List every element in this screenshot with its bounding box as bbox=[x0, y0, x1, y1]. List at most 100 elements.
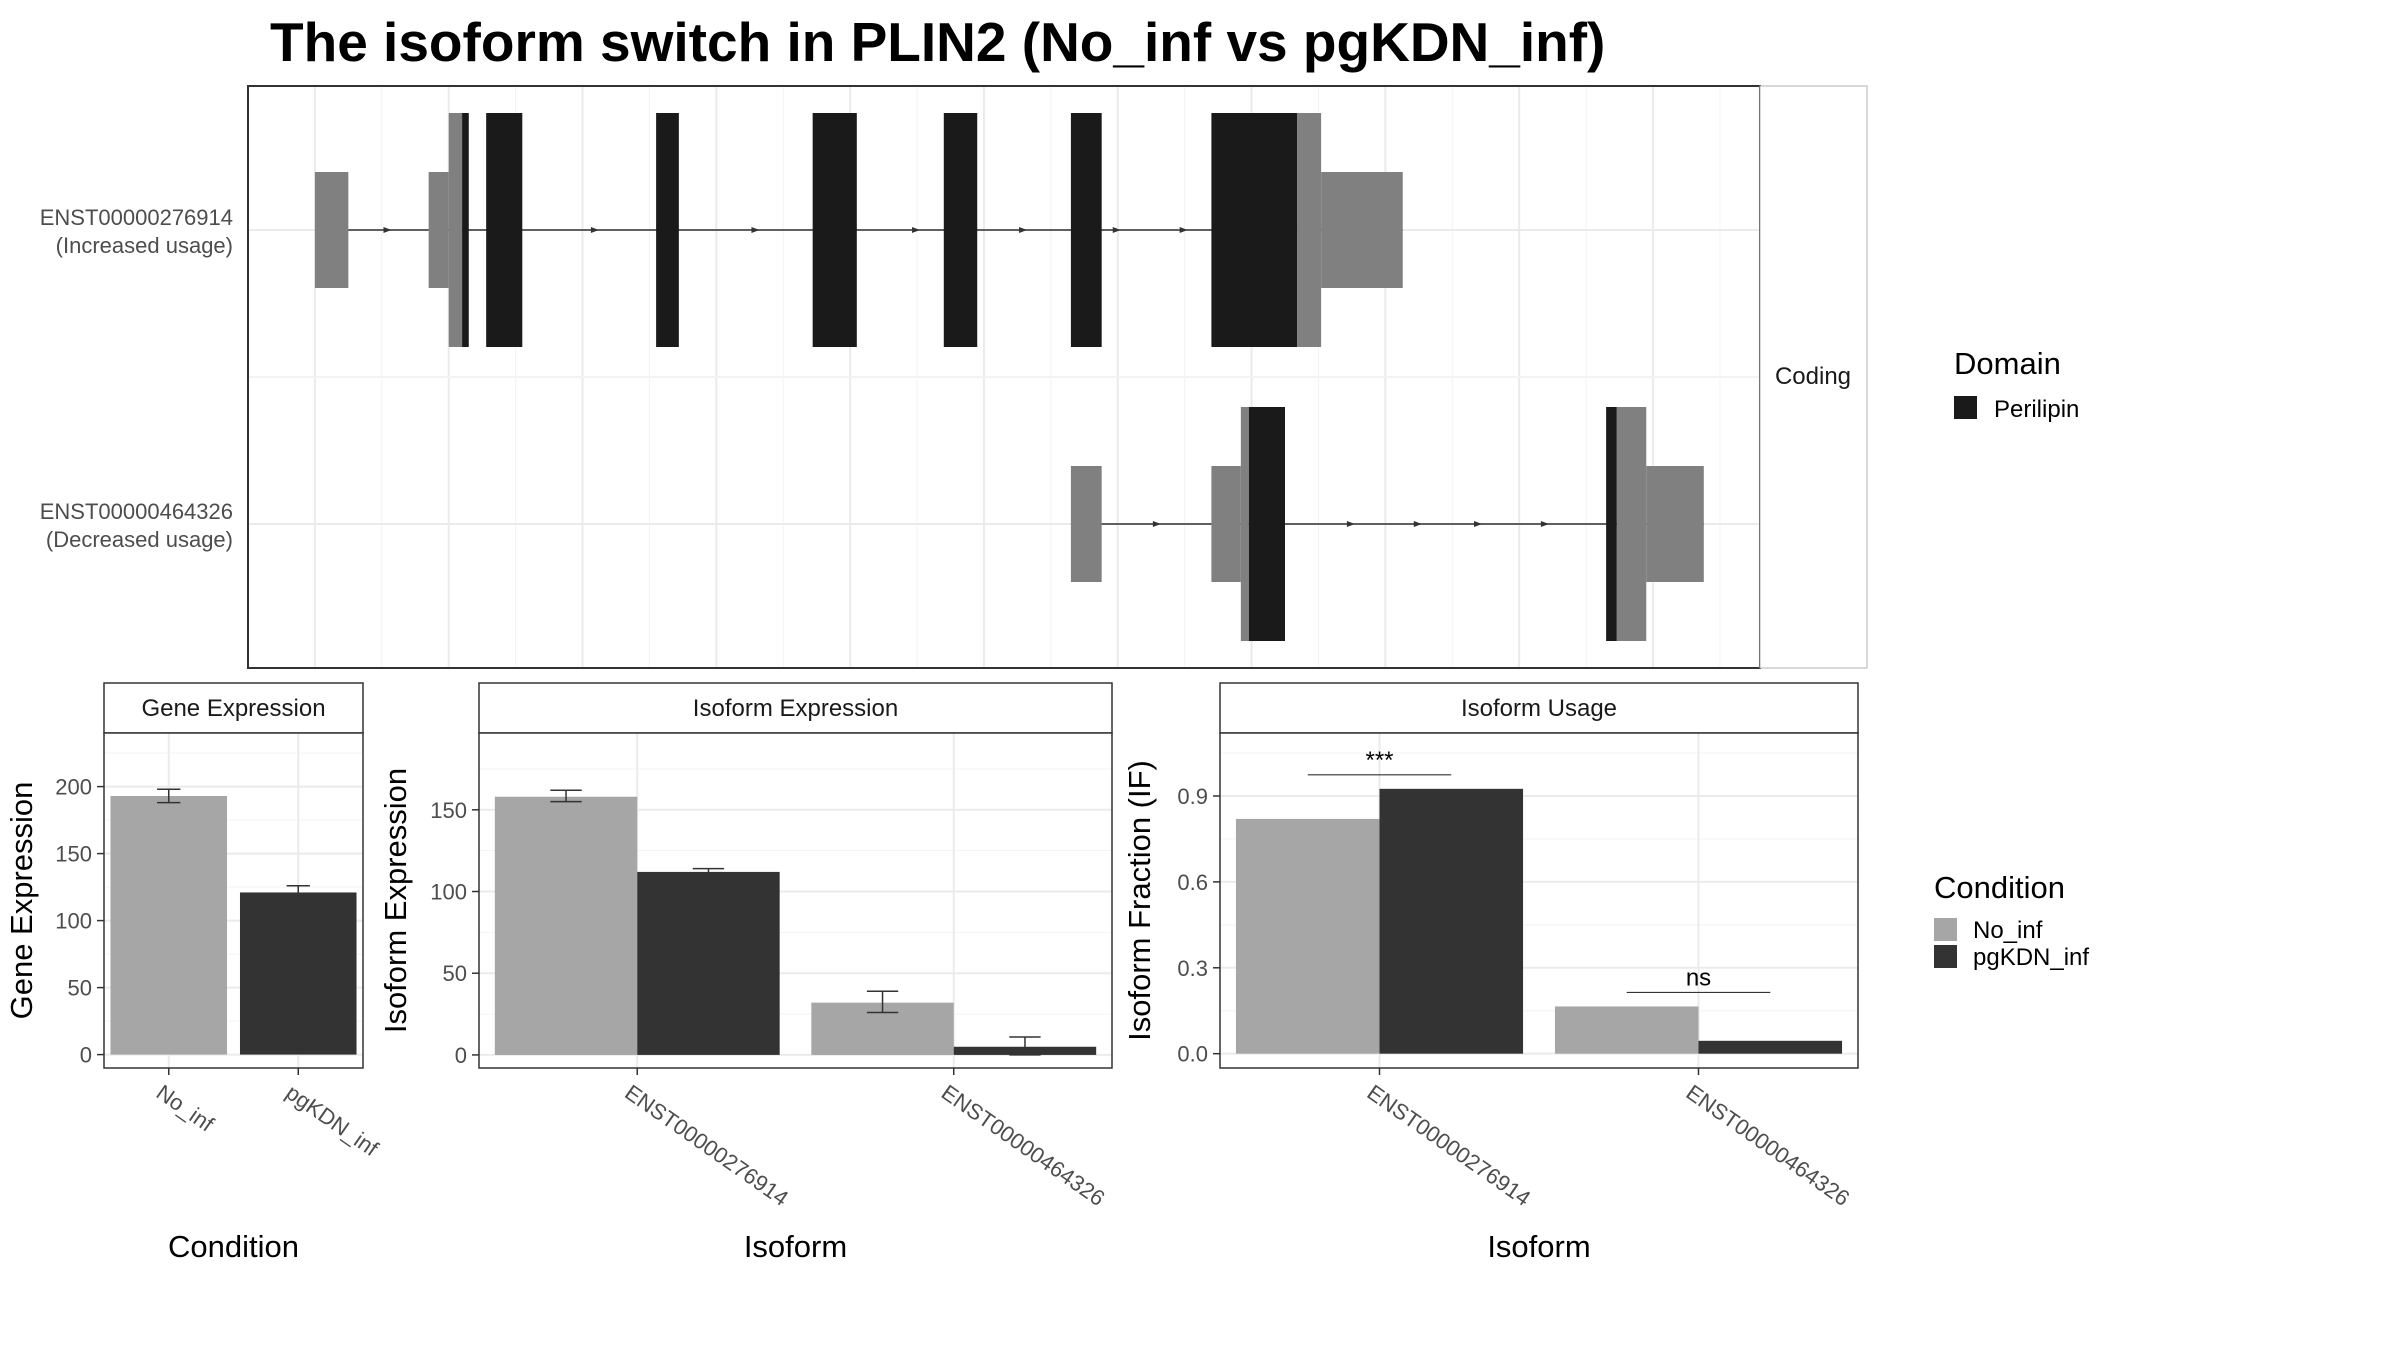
isoform-usage-panel: Isoform Usage 0.0 0.3 0.6 0.9 *** ENST00000276… bbox=[1122, 682, 1859, 1264]
x-tick-label: ENST00000276914 bbox=[1363, 1080, 1536, 1211]
isoform-label-id: ENST00000276914 bbox=[40, 205, 233, 230]
bar bbox=[110, 795, 228, 1055]
perilipin-domain-block bbox=[462, 113, 469, 347]
perilipin-domain-block bbox=[1211, 113, 1298, 347]
y-tick-label: 150 bbox=[55, 842, 92, 867]
panel-strip-label: Isoform Expression bbox=[693, 695, 898, 722]
y-tick-label: 200 bbox=[55, 775, 92, 800]
panel-border bbox=[478, 732, 1113, 1069]
error-bar bbox=[1009, 1036, 1041, 1056]
panel-border bbox=[1219, 732, 1859, 1069]
perilipin-domain-block bbox=[943, 113, 978, 347]
direction-arrow bbox=[912, 227, 921, 233]
x-axis-title: Condition bbox=[168, 1229, 299, 1264]
figure-title: The isoform switch in PLIN2 (No_inf vs p… bbox=[270, 11, 1605, 73]
direction-arrow bbox=[590, 227, 599, 233]
y-tick-label: 50 bbox=[68, 976, 92, 1001]
coding-block bbox=[1616, 407, 1647, 641]
utr-block bbox=[314, 172, 349, 288]
x-tick-label: ENST00000276914 bbox=[620, 1080, 793, 1211]
direction-arrow bbox=[1540, 521, 1549, 527]
y-axis-title: Isoform Fraction (IF) bbox=[1122, 760, 1157, 1041]
utr-block bbox=[1070, 466, 1102, 582]
bar bbox=[494, 796, 638, 1055]
perilipin-domain-block bbox=[486, 113, 523, 347]
significance-label: ns bbox=[1686, 964, 1711, 991]
x-tick-label: ENST00000464326 bbox=[937, 1080, 1110, 1211]
isoform-label-id: ENST00000464326 bbox=[40, 499, 233, 524]
condition-legend-swatch bbox=[1934, 918, 1957, 941]
direction-arrow bbox=[383, 227, 392, 233]
error-bar bbox=[692, 867, 725, 875]
bar bbox=[637, 871, 780, 1055]
y-axis-title: Isoform Expression bbox=[378, 768, 413, 1033]
bar bbox=[1379, 788, 1524, 1054]
utr-block bbox=[1211, 466, 1241, 582]
x-tick-label: pgKDN_inf bbox=[281, 1080, 383, 1162]
x-tick-label: ENST00000464326 bbox=[1682, 1080, 1855, 1211]
direction-arrow bbox=[751, 227, 760, 233]
bar bbox=[239, 892, 357, 1055]
y-tick-label: 0.3 bbox=[1177, 956, 1208, 981]
error-bar bbox=[286, 885, 310, 900]
bar bbox=[1698, 1040, 1843, 1054]
y-tick-label: 0.9 bbox=[1177, 784, 1208, 809]
coding-block bbox=[1240, 407, 1249, 641]
condition-legend-title: Condition bbox=[1934, 870, 2065, 905]
perilipin-domain-block bbox=[1248, 407, 1285, 641]
bar bbox=[1235, 818, 1380, 1054]
perilipin-domain-block bbox=[1070, 113, 1102, 347]
x-tick-label: No_inf bbox=[152, 1080, 219, 1137]
panel-strip-label: Gene Expression bbox=[141, 695, 325, 722]
y-tick-label: 0 bbox=[80, 1043, 92, 1068]
panel-strip bbox=[478, 682, 1113, 734]
y-tick-label: 0 bbox=[455, 1043, 467, 1068]
y-tick-label: 150 bbox=[430, 798, 467, 823]
direction-arrow bbox=[1346, 521, 1355, 527]
error-bar bbox=[157, 788, 181, 804]
x-axis-title: Isoform bbox=[744, 1229, 847, 1264]
isoform-label-note: (Increased usage) bbox=[56, 233, 233, 258]
coding-block bbox=[448, 113, 463, 347]
direction-arrow bbox=[1152, 521, 1161, 527]
y-tick-label: 0.0 bbox=[1177, 1042, 1208, 1067]
panel-border bbox=[103, 732, 364, 1069]
domain-legend: Domain Perilipin bbox=[1954, 346, 2079, 423]
y-tick-label: 0.6 bbox=[1177, 870, 1208, 895]
domain-legend-swatch bbox=[1954, 396, 1977, 419]
direction-arrow bbox=[1179, 227, 1188, 233]
direction-arrow bbox=[1474, 521, 1483, 527]
isoform-expression-panel: Isoform Expression 0 50 100 150 ENST000002769… bbox=[378, 682, 1113, 1264]
isoform-label-note: (Decreased usage) bbox=[46, 527, 233, 552]
perilipin-domain-block bbox=[812, 113, 857, 347]
direction-arrow bbox=[1413, 521, 1422, 527]
error-bar bbox=[866, 990, 899, 1014]
domain-legend-title: Domain bbox=[1954, 346, 2061, 381]
perilipin-domain-block bbox=[656, 113, 679, 347]
gene-structure-panel: ENST00000276914 (Increased usage) ENST0000… bbox=[40, 85, 1868, 669]
panel-strip-label: Isoform Usage bbox=[1461, 695, 1617, 722]
direction-arrow bbox=[1112, 227, 1121, 233]
error-bar bbox=[550, 789, 582, 803]
facet-strip bbox=[1759, 85, 1868, 669]
y-tick-label: 50 bbox=[443, 961, 467, 986]
domain-legend-label: Perilipin bbox=[1994, 396, 2079, 423]
utr-block bbox=[1321, 172, 1403, 288]
gene-expression-panel: Gene Expression 0 50 100 150 200 No_inf pgKDN_i… bbox=[4, 682, 384, 1264]
condition-legend-label: No_inf bbox=[1973, 917, 2043, 944]
utr-block bbox=[1646, 466, 1704, 582]
perilipin-domain-block bbox=[1606, 407, 1617, 641]
facet-strip-label: Coding bbox=[1775, 363, 1851, 390]
bar bbox=[1554, 1006, 1699, 1054]
y-tick-label: 100 bbox=[430, 880, 467, 905]
y-axis-title: Gene Expression bbox=[4, 782, 39, 1020]
x-axis-title: Isoform bbox=[1487, 1229, 1590, 1264]
panel-strip bbox=[1219, 682, 1859, 734]
panel-strip bbox=[103, 682, 364, 734]
y-tick-label: 100 bbox=[55, 909, 92, 934]
condition-legend-label: pgKDN_inf bbox=[1973, 944, 2089, 971]
coding-block bbox=[1297, 113, 1322, 347]
direction-arrow bbox=[1019, 227, 1028, 233]
